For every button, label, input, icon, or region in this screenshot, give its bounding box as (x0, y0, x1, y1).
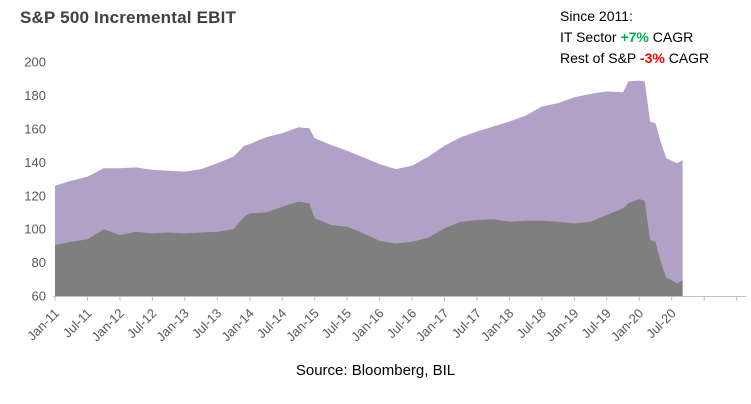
annotation-it-prefix: IT Sector (560, 29, 621, 45)
y-axis-label: 120 (24, 188, 46, 203)
x-axis-label: Jan-20 (608, 306, 647, 345)
y-axis-label: 100 (24, 222, 46, 237)
cagr-annotation: Since 2011: IT Sector +7% CAGR Rest of S… (560, 6, 709, 69)
stacked-area-chart: 2001801601401201008060Jan-11Jul-11Jan-12… (24, 55, 746, 345)
annotation-line-it-sector: IT Sector +7% CAGR (560, 27, 709, 48)
x-axis-label: Jan-17 (413, 306, 452, 345)
y-axis-label: 60 (32, 289, 46, 304)
x-axis-label: Jan-12 (88, 306, 127, 345)
x-axis-label: Jul-20 (643, 306, 679, 342)
annotation-line-since: Since 2011: (560, 6, 709, 27)
it-cagr-value: +7% (620, 29, 649, 45)
rest-cagr-value: -3% (639, 50, 665, 66)
x-axis-label: Jan-19 (543, 306, 582, 345)
x-axis-label: Jan-11 (24, 306, 62, 344)
annotation-rest-prefix: Rest of S&P (560, 50, 640, 66)
annotation-line-rest: Rest of S&P -3% CAGR (560, 48, 709, 69)
x-axis-label: Jan-16 (348, 306, 387, 345)
y-axis-label: 80 (32, 255, 46, 270)
x-axis-label: Jan-18 (478, 306, 517, 345)
chart-title: S&P 500 Incremental EBIT (20, 8, 237, 27)
rest-of-sp-area (55, 199, 683, 296)
y-axis-label: 160 (24, 122, 46, 137)
annotation-rest-suffix: CAGR (664, 50, 710, 66)
annotation-it-suffix: CAGR (648, 29, 694, 45)
annotation-since-text: Since 2011: (560, 8, 633, 24)
y-axis-label: 200 (24, 55, 46, 70)
y-axis-label: 180 (24, 88, 46, 103)
x-axis-label: Jan-13 (153, 306, 192, 345)
y-axis-label: 140 (24, 155, 46, 170)
source-citation: Source: Bloomberg, BIL (295, 362, 456, 379)
x-axis-label: Jan-15 (283, 306, 322, 345)
x-axis-label: Jan-14 (218, 306, 257, 345)
